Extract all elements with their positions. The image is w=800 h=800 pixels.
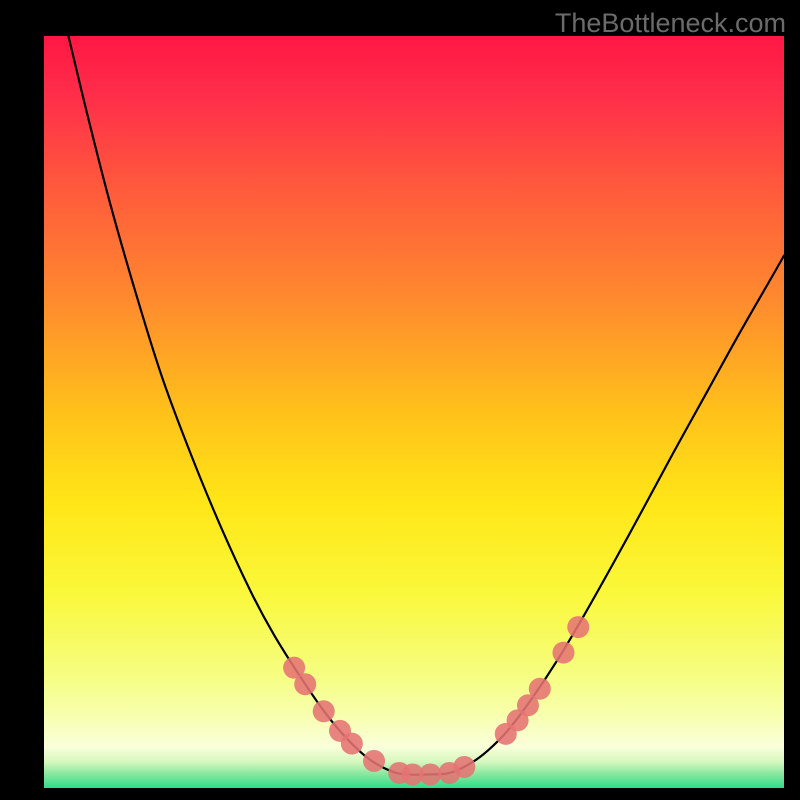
watermark-text: TheBottleneck.com <box>555 8 786 39</box>
curve-layer <box>44 36 784 788</box>
curve-marker <box>313 700 335 722</box>
curve-marker <box>552 642 574 664</box>
curve-marker <box>341 733 363 755</box>
curve-marker <box>294 673 316 695</box>
canvas: TheBottleneck.com <box>0 0 800 800</box>
curve-marker <box>363 750 385 772</box>
curve-marker <box>453 756 475 778</box>
curve-marker <box>567 616 589 638</box>
v-curve <box>68 36 784 775</box>
curve-marker <box>529 678 551 700</box>
curve-markers <box>283 616 589 785</box>
curve-marker <box>419 763 441 785</box>
